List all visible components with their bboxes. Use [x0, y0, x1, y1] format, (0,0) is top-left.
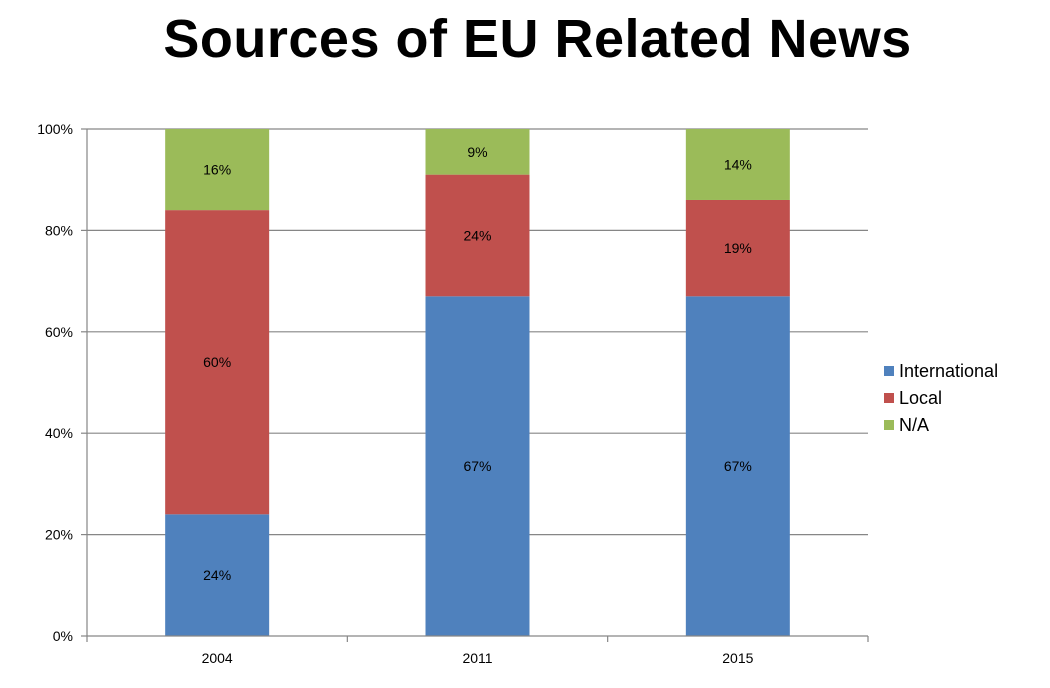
data-label: 67%: [724, 458, 752, 474]
legend-label: N/A: [899, 415, 929, 435]
legend: International Local N/A: [884, 361, 998, 435]
y-tick-label: 60%: [45, 324, 73, 340]
bar-segment-international: [165, 514, 270, 636]
legend-swatch: [884, 420, 894, 430]
legend-label: International: [899, 361, 998, 381]
bar-segment-international: [685, 296, 790, 636]
data-label: 24%: [463, 227, 491, 243]
bar-segment-international: [425, 296, 530, 636]
bar-segment-local: [685, 199, 790, 297]
legend-label: Local: [899, 388, 942, 408]
y-tick-label: 40%: [45, 425, 73, 441]
chart-title: Sources of EU Related News: [163, 9, 912, 69]
data-label: 9%: [467, 144, 487, 160]
bars: 24% 60% 16% 67% 24% 9% 67% 19% 14%: [165, 129, 790, 636]
bar-segment-n-a: [165, 129, 270, 211]
y-tick-label: 0%: [53, 628, 73, 644]
bar-segment-n-a: [425, 129, 530, 175]
data-label: 19%: [724, 240, 752, 256]
legend-swatch: [884, 393, 894, 403]
y-tick-label: 20%: [45, 527, 73, 543]
bar-segment-local: [425, 174, 530, 297]
data-label: 24%: [203, 567, 231, 583]
data-label: 14%: [724, 156, 752, 172]
data-label: 16%: [203, 162, 231, 178]
bar-segment-local: [165, 210, 270, 515]
x-tick-label: 2011: [462, 650, 492, 666]
legend-swatch: [884, 366, 894, 376]
data-label: 67%: [463, 458, 491, 474]
y-tick-label: 80%: [45, 222, 73, 238]
axes: 0% 20% 40% 60% 80% 100% 2004 2011 2015: [37, 121, 869, 666]
x-tick-label: 2004: [202, 650, 233, 666]
data-label: 60%: [203, 354, 231, 370]
x-tick-label: 2015: [722, 650, 753, 666]
y-tick-label: 100%: [37, 121, 73, 137]
bar-segment-n-a: [685, 129, 790, 200]
